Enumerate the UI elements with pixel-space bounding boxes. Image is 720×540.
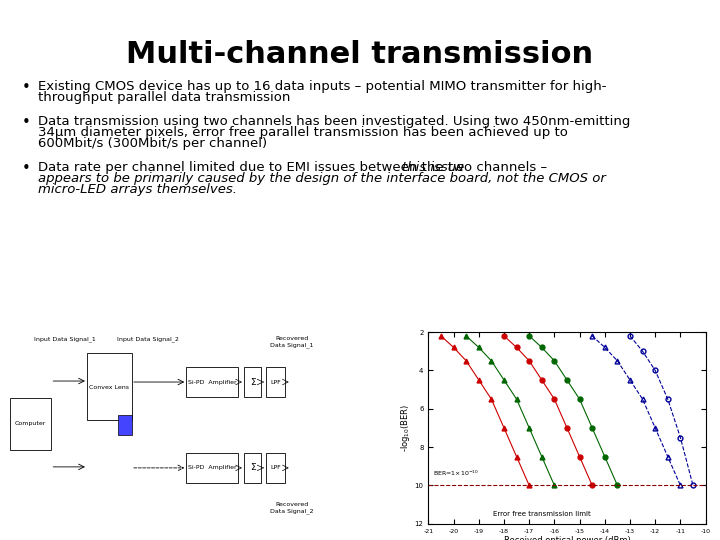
FancyBboxPatch shape <box>10 398 51 450</box>
Text: Recovered
Data Signal_2: Recovered Data Signal_2 <box>270 502 313 514</box>
Text: 600Mbit/s (300Mbit/s per channel): 600Mbit/s (300Mbit/s per channel) <box>38 137 267 150</box>
Text: •: • <box>22 161 31 176</box>
FancyBboxPatch shape <box>118 415 132 435</box>
Text: LPF: LPF <box>270 380 281 384</box>
Text: LPF: LPF <box>270 465 281 470</box>
Text: Σ: Σ <box>250 463 256 472</box>
FancyBboxPatch shape <box>186 367 238 397</box>
Text: Input Data Signal_2: Input Data Signal_2 <box>117 336 179 342</box>
Y-axis label: -log$_{10}$(BER): -log$_{10}$(BER) <box>399 404 412 452</box>
Text: Input Data Signal_1: Input Data Signal_1 <box>34 336 96 342</box>
Text: Existing CMOS device has up to 16 data inputs – potential MIMO transmitter for h: Existing CMOS device has up to 16 data i… <box>38 80 606 93</box>
Text: Σ: Σ <box>250 377 256 387</box>
Text: Computer: Computer <box>14 421 46 427</box>
FancyBboxPatch shape <box>266 453 285 483</box>
Text: micro-LED arrays themselves.: micro-LED arrays themselves. <box>38 183 237 196</box>
Text: BER=1×10$^{-10}$: BER=1×10$^{-10}$ <box>433 469 480 478</box>
Text: appears to be primarily caused by the design of the interface board, not the CMO: appears to be primarily caused by the de… <box>38 172 606 185</box>
Text: Si-PD  Amplifier: Si-PD Amplifier <box>188 465 237 470</box>
FancyBboxPatch shape <box>244 453 261 483</box>
Text: Data rate per channel limited due to EMI issues between the two channels –: Data rate per channel limited due to EMI… <box>38 161 552 174</box>
FancyBboxPatch shape <box>266 367 285 397</box>
Text: Error free transmission limit: Error free transmission limit <box>493 511 590 517</box>
Text: throughput parallel data transmission: throughput parallel data transmission <box>38 91 290 104</box>
Text: Multi-channel transmission: Multi-channel transmission <box>127 40 593 69</box>
X-axis label: Received optical power (dBm): Received optical power (dBm) <box>503 536 631 540</box>
Text: 34μm diameter pixels, error free parallel transmission has been achieved up to: 34μm diameter pixels, error free paralle… <box>38 126 568 139</box>
Text: •: • <box>22 80 31 95</box>
FancyBboxPatch shape <box>244 367 261 397</box>
FancyBboxPatch shape <box>87 353 132 420</box>
Text: Si-PD  Amplifier: Si-PD Amplifier <box>188 380 237 384</box>
FancyBboxPatch shape <box>186 453 238 483</box>
Text: Convex Lens: Convex Lens <box>89 384 130 389</box>
Text: •: • <box>22 115 31 130</box>
Text: this issue: this issue <box>402 161 464 174</box>
Text: Data transmission using two channels has been investigated. Using two 450nm-emit: Data transmission using two channels has… <box>38 115 631 128</box>
Text: Recovered
Data Signal_1: Recovered Data Signal_1 <box>270 336 313 348</box>
